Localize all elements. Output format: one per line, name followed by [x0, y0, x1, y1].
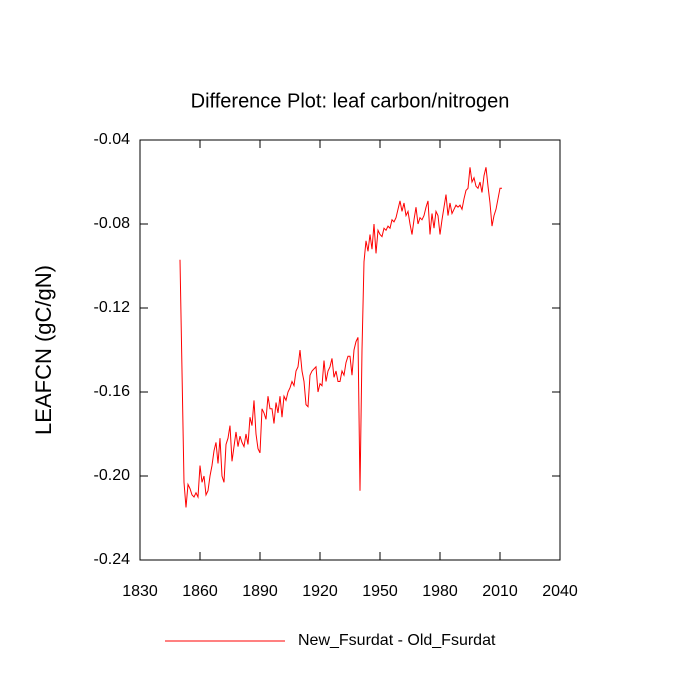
- y-axis-label: LEAFCN (gC/gN): [31, 265, 56, 435]
- x-tick-label: 2010: [482, 583, 518, 600]
- x-tick-label: 1980: [422, 583, 458, 600]
- x-tick-label: 2040: [542, 583, 578, 600]
- x-tick-label: 1890: [242, 583, 278, 600]
- data-line: [179, 167, 502, 508]
- chart-title: Difference Plot: leaf carbon/nitrogen: [191, 90, 510, 112]
- x-tick-label: 1950: [362, 583, 398, 600]
- x-tick-label: 1860: [182, 583, 218, 600]
- legend-label: New_Fsurdat - Old_Fsurdat: [298, 632, 496, 649]
- y-tick-label: -0.04: [94, 131, 131, 148]
- y-tick-label: -0.24: [94, 551, 131, 568]
- y-tick-label: -0.12: [94, 299, 131, 316]
- x-tick-label: 1920: [302, 583, 338, 600]
- y-tick-label: -0.20: [94, 467, 131, 484]
- y-tick-label: -0.16: [94, 383, 131, 400]
- x-tick-label: 1830: [122, 583, 158, 600]
- plot-frame: [139, 139, 561, 561]
- y-tick-label: -0.08: [94, 215, 131, 232]
